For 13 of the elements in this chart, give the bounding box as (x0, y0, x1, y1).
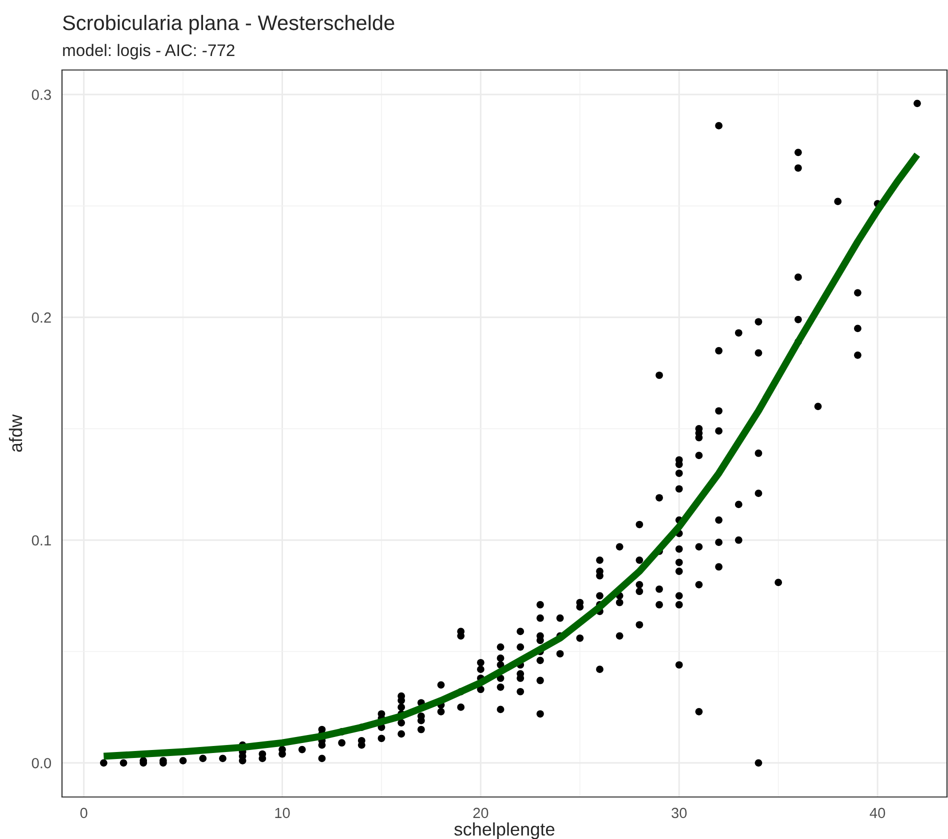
x-axis-title: schelplengte (454, 822, 554, 839)
chart-subtitle: model: logis - AIC: -772 (63, 44, 234, 60)
y-tick-label: 0.3 (32, 90, 51, 100)
y-tick-label: 0.2 (32, 312, 51, 323)
x-tick-label: 30 (672, 808, 687, 818)
y-tick-label: 0.1 (32, 535, 51, 546)
y-tick-label: 0.0 (32, 758, 52, 768)
x-tick-label: 40 (870, 808, 886, 818)
x-tick-label: 10 (275, 808, 290, 818)
y-axis-title: afdw (8, 414, 22, 452)
x-tick-label: 20 (473, 808, 488, 818)
chart-title: Scrobicularia plana - Westerschelde (62, 14, 394, 34)
x-tick-label: 0 (80, 808, 88, 818)
